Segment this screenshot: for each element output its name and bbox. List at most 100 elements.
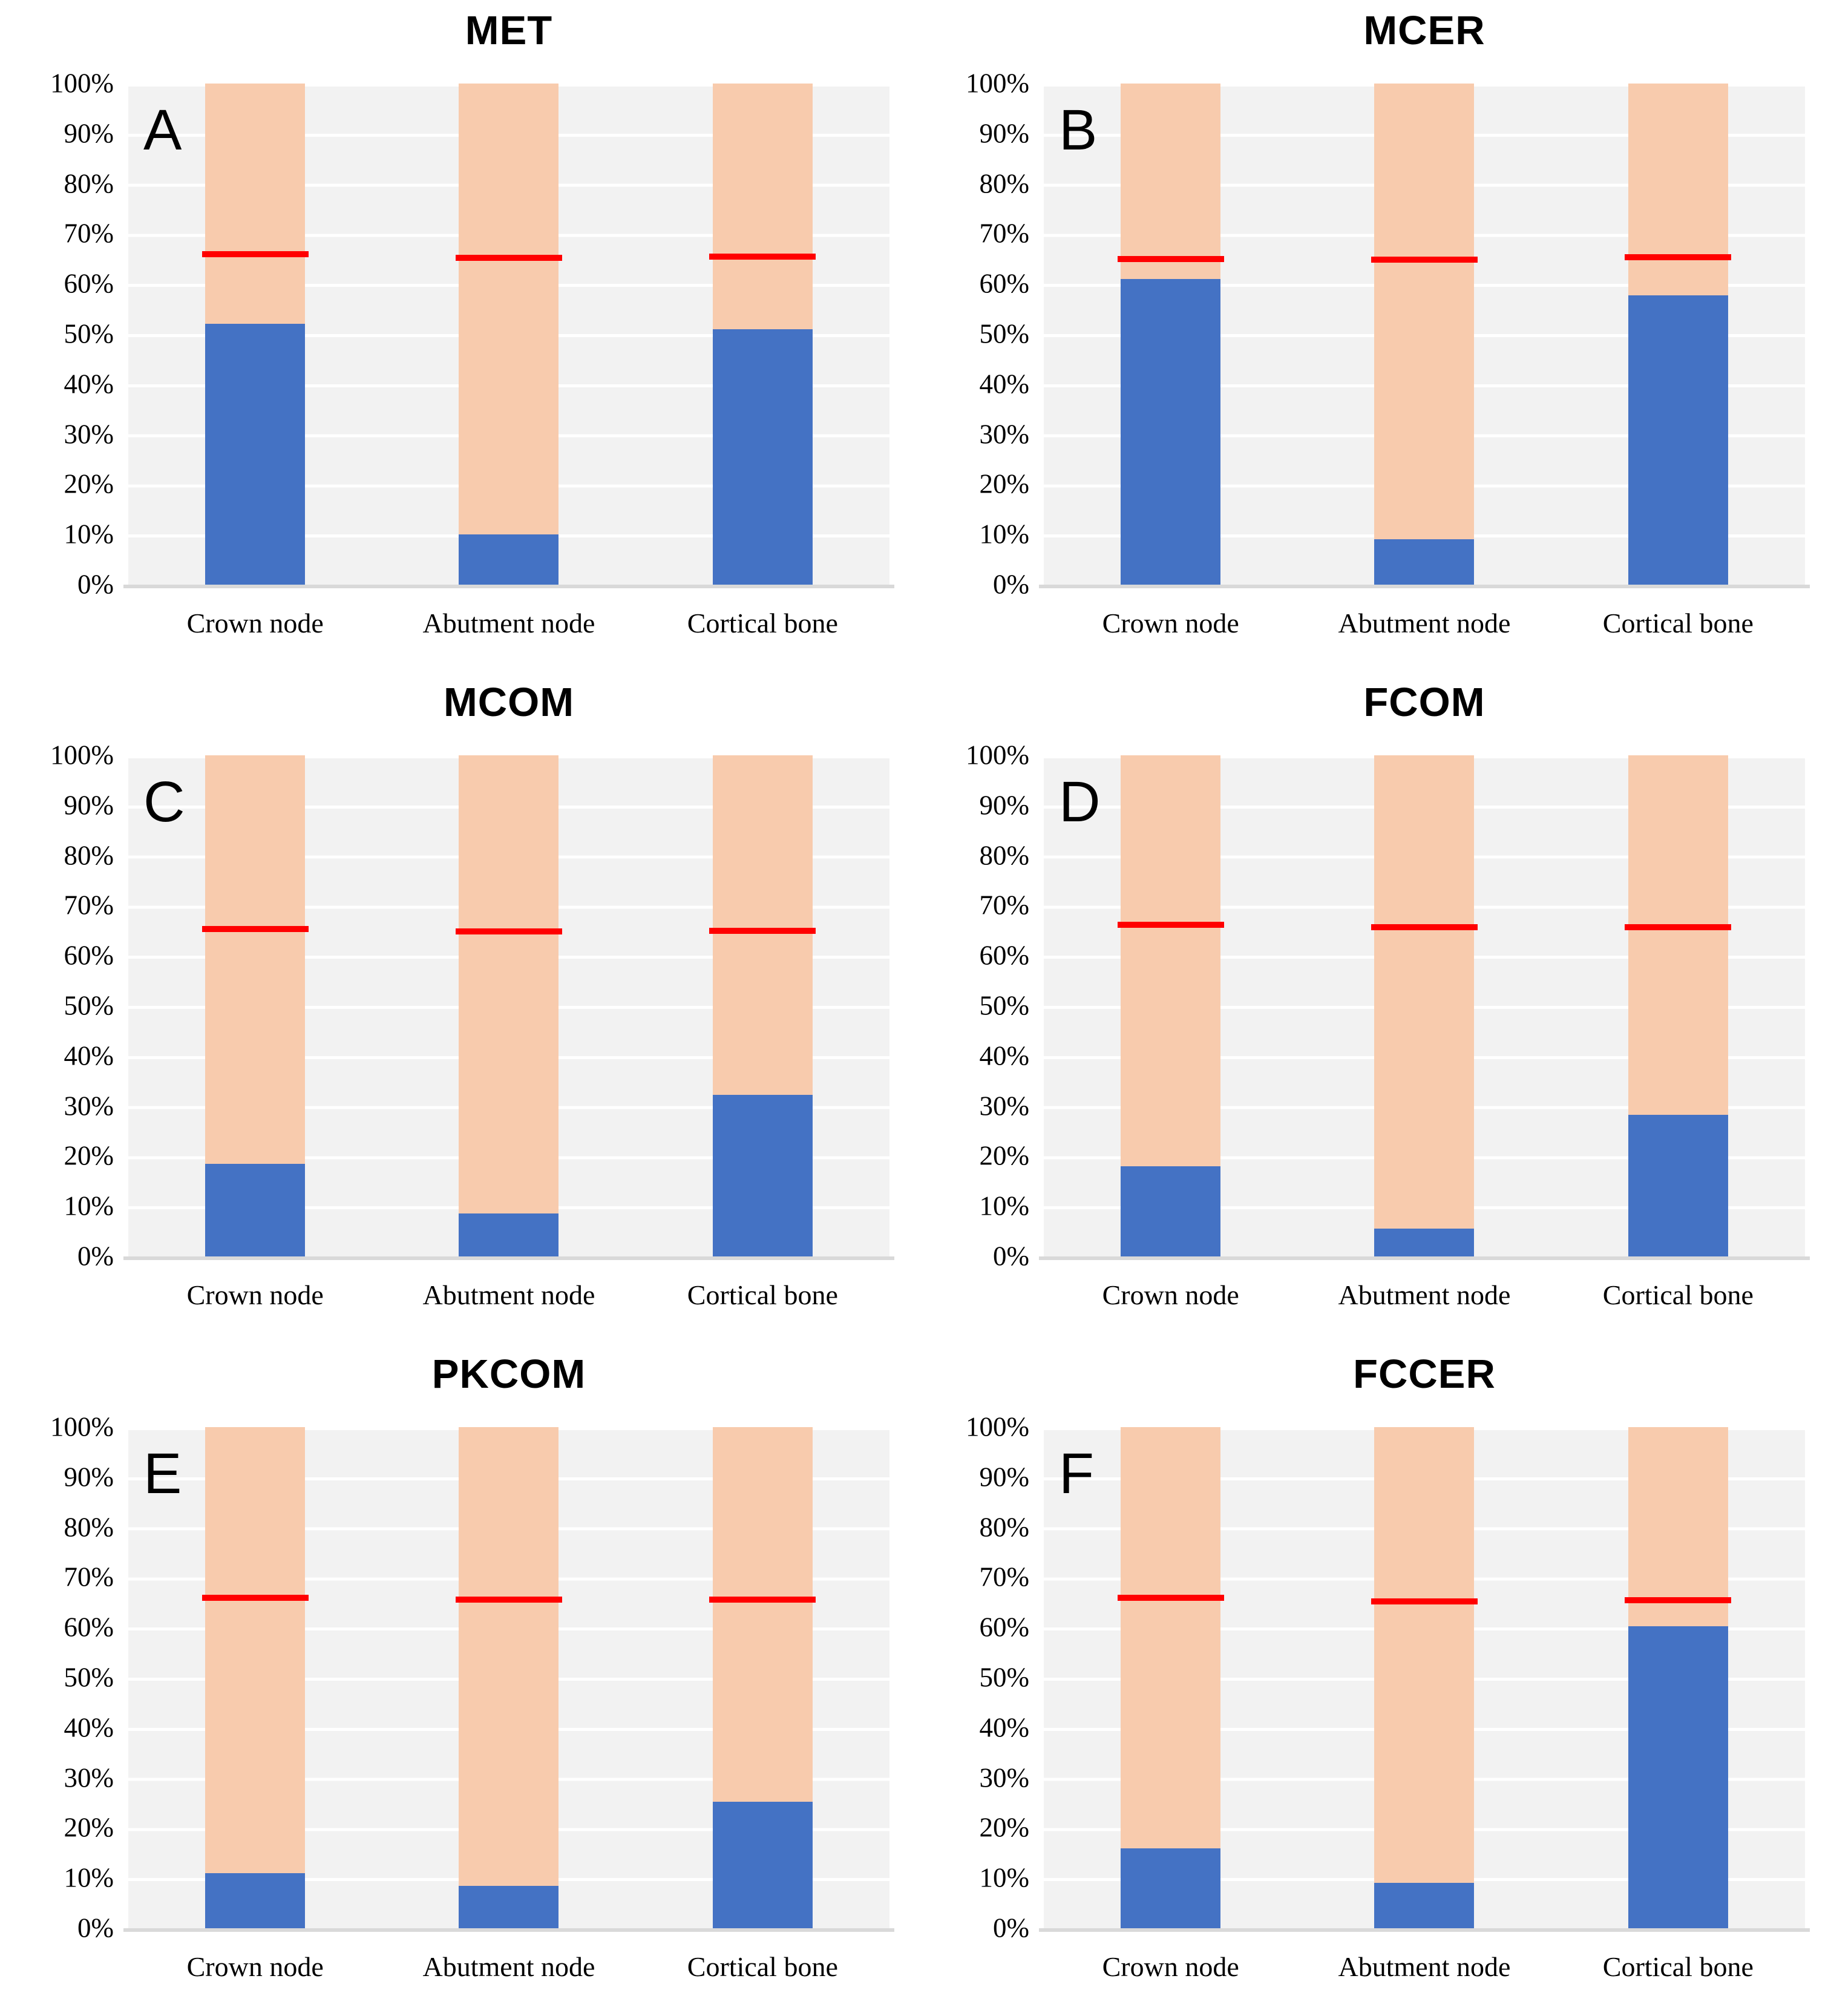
plot-area: D bbox=[1044, 755, 1805, 1256]
y-axis-tick-label: 90% bbox=[979, 790, 1030, 821]
y-axis-tick-label: 60% bbox=[64, 940, 114, 971]
bar-slot bbox=[1044, 84, 1297, 585]
bar-segment-peach bbox=[205, 1427, 306, 1928]
y-axis-tick-label: 20% bbox=[64, 1140, 114, 1171]
x-axis-line bbox=[123, 585, 894, 588]
bar-segment-blue bbox=[712, 1094, 813, 1256]
bar-segment-blue bbox=[1374, 539, 1475, 585]
bar-slot bbox=[382, 1427, 635, 1928]
y-axis-tick-label: 50% bbox=[979, 318, 1030, 349]
bar-segment-blue bbox=[459, 534, 559, 585]
panel-letter-label: D bbox=[1059, 770, 1101, 834]
bar-segment-blue bbox=[205, 1873, 306, 1928]
x-axis-line bbox=[123, 1928, 894, 1932]
bar-segment-blue bbox=[459, 1213, 559, 1256]
bar-slot bbox=[1297, 755, 1551, 1256]
y-axis-tick-label: 50% bbox=[64, 318, 114, 349]
threshold-marker-line bbox=[201, 925, 309, 932]
threshold-marker-line bbox=[201, 1594, 309, 1601]
plot-area: C bbox=[128, 755, 889, 1256]
bar-segment-peach bbox=[1374, 84, 1475, 585]
x-axis-category-label: Cortical bone bbox=[687, 1951, 838, 1982]
threshold-marker-line bbox=[1117, 1594, 1224, 1601]
x-axis-category-label: Cortical bone bbox=[1602, 1279, 1754, 1310]
chart-panel-fccer: FCCER F 100% 90% 80% 70% 60% 50% 40% 30% 20% 10% 0… bbox=[915, 1344, 1831, 2015]
bar-segment-blue bbox=[1628, 295, 1728, 585]
bar-segment-blue bbox=[1628, 1114, 1728, 1256]
y-axis-tick-label: 30% bbox=[979, 1762, 1030, 1793]
y-axis-tick-label: 50% bbox=[64, 990, 114, 1021]
y-axis-tick-label: 30% bbox=[64, 419, 114, 450]
y-axis-tick-label: 10% bbox=[979, 519, 1030, 550]
x-axis-category-label: Crown node bbox=[186, 1279, 324, 1310]
bar-segment-peach bbox=[459, 84, 559, 585]
y-axis-tick-label: 0% bbox=[993, 569, 1029, 600]
x-axis-category-label: Abutment node bbox=[1338, 1279, 1511, 1310]
x-axis-category-label: Abutment node bbox=[1338, 1951, 1511, 1982]
y-axis-tick-label: 10% bbox=[64, 519, 114, 550]
panel-letter-label: B bbox=[1059, 98, 1098, 162]
y-axis-tick-label: 60% bbox=[64, 268, 114, 299]
y-axis-tick-label: 100% bbox=[50, 740, 114, 770]
y-axis-tick-label: 10% bbox=[64, 1862, 114, 1893]
y-axis-tick-label: 40% bbox=[64, 369, 114, 399]
threshold-marker-line bbox=[1371, 1598, 1478, 1605]
x-axis-category-label: Crown node bbox=[1102, 1951, 1239, 1982]
threshold-marker-line bbox=[709, 253, 816, 260]
threshold-marker-line bbox=[455, 928, 562, 935]
bar-segment-blue bbox=[205, 1163, 306, 1256]
y-axis-tick-label: 80% bbox=[979, 1512, 1030, 1543]
y-axis-tick-label: 60% bbox=[979, 268, 1030, 299]
bar-segment-peach bbox=[459, 1427, 559, 1928]
y-axis-tick-label: 80% bbox=[979, 840, 1030, 871]
y-axis-tick-label: 0% bbox=[993, 1241, 1029, 1272]
y-axis-tick-label: 20% bbox=[979, 468, 1030, 499]
threshold-marker-line bbox=[1625, 1597, 1732, 1603]
bar-segment-blue bbox=[1374, 1228, 1475, 1256]
y-axis-tick-label: 70% bbox=[979, 1561, 1030, 1592]
y-axis-tick-label: 70% bbox=[979, 218, 1030, 249]
bar-segment-blue bbox=[1121, 278, 1221, 585]
y-axis-tick-label: 20% bbox=[64, 468, 114, 499]
x-axis-category-label: Crown node bbox=[186, 608, 324, 639]
threshold-marker-line bbox=[1117, 921, 1224, 928]
chart-title: MET bbox=[465, 8, 553, 53]
x-axis-category-label: Abutment node bbox=[422, 608, 595, 639]
y-axis-tick-label: 100% bbox=[50, 1411, 114, 1442]
y-axis-tick-label: 0% bbox=[77, 1913, 114, 1943]
y-axis-tick-label: 50% bbox=[64, 1662, 114, 1693]
panel-letter-label: C bbox=[143, 770, 185, 834]
chart-title: FCOM bbox=[1363, 680, 1485, 725]
chart-panel-pkcom: PKCOM E 100% 90% 80% 70% 60% 50% 40% 30% 20% 10% 0… bbox=[0, 1344, 915, 2015]
threshold-marker-line bbox=[201, 251, 309, 257]
bar-segment-peach bbox=[1374, 1427, 1475, 1928]
bar-segment-blue bbox=[712, 1801, 813, 1928]
y-axis-tick-label: 70% bbox=[64, 890, 114, 921]
panel-letter-label: A bbox=[143, 98, 182, 162]
y-axis-tick-label: 90% bbox=[979, 1462, 1030, 1492]
x-axis-category-label: Cortical bone bbox=[687, 1279, 838, 1310]
chart-panel-mcer: MCER B 100% 90% 80% 70% 60% 50% 40% 30% 20% 10% 0%… bbox=[915, 0, 1831, 672]
y-axis-tick-label: 0% bbox=[77, 569, 114, 600]
y-axis-tick-label: 0% bbox=[993, 1913, 1029, 1943]
x-axis-category-label: Cortical bone bbox=[1602, 1951, 1754, 1982]
bar-slot bbox=[1297, 84, 1551, 585]
y-axis-tick-label: 100% bbox=[50, 68, 114, 99]
y-axis-tick-label: 40% bbox=[979, 1712, 1030, 1743]
bar-slot bbox=[1551, 84, 1805, 585]
bar-segment-blue bbox=[205, 324, 306, 585]
bar-segment-blue bbox=[1121, 1166, 1221, 1256]
bar-slot bbox=[636, 84, 889, 585]
bar-slot bbox=[1044, 755, 1297, 1256]
y-axis-tick-label: 0% bbox=[77, 1241, 114, 1272]
y-axis-tick-label: 100% bbox=[966, 68, 1029, 99]
y-axis-tick-label: 50% bbox=[979, 990, 1030, 1021]
y-axis-tick-label: 10% bbox=[979, 1190, 1030, 1221]
plot-area: A bbox=[128, 84, 889, 585]
threshold-marker-line bbox=[1117, 255, 1224, 262]
bar-slot bbox=[382, 84, 635, 585]
x-axis-category-label: Abutment node bbox=[422, 1279, 595, 1310]
y-axis-tick-label: 70% bbox=[64, 218, 114, 249]
y-axis-tick-label: 90% bbox=[64, 118, 114, 149]
y-axis-tick-label: 20% bbox=[979, 1812, 1030, 1843]
